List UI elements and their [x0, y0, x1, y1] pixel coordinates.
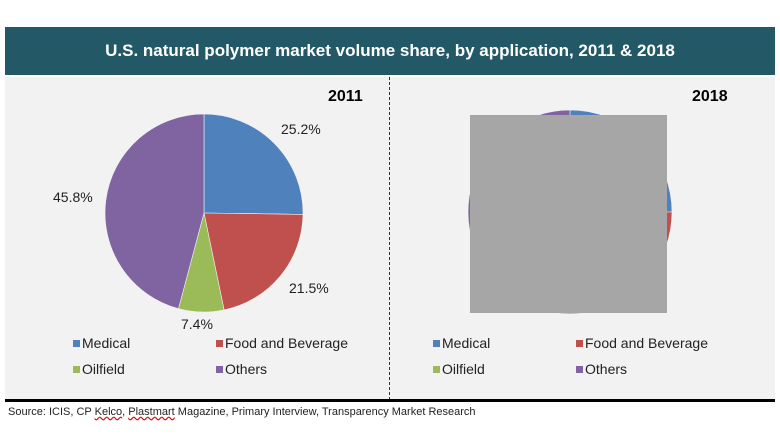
legend-swatch: [73, 339, 80, 347]
bottom-rule: [5, 399, 775, 402]
legend-label: Oilfield: [82, 361, 125, 377]
legend-item-oilfield-2018: Oilfield: [433, 361, 485, 377]
legend-item-others-2011: Others: [216, 361, 267, 377]
pie-slice-food-and-beverage-2011: [203, 212, 304, 311]
legend-label: Food and Beverage: [225, 335, 348, 351]
legend-item-food-and-beverage-2018: Food and Beverage: [576, 335, 708, 351]
legend-swatch: [576, 365, 583, 373]
legend-label: Medical: [82, 335, 131, 351]
legend-swatch: [433, 365, 440, 373]
pie-title-2011: 2011: [328, 88, 363, 105]
legend-label: Others: [225, 361, 268, 377]
legend-item-oilfield-2011: Oilfield: [73, 361, 125, 377]
pie-slice-medical-2011: [203, 113, 304, 215]
legend-item-medical-2018: Medical: [433, 335, 490, 351]
data-label-others-2011: 45.8%: [53, 189, 93, 205]
legend-item-food-and-beverage-2011: Food and Beverage: [216, 335, 348, 351]
source-sep: ,: [122, 406, 129, 418]
source-word-plastmart: Plastmart: [128, 406, 175, 418]
legend-swatch: [576, 339, 583, 347]
data-label-food-2011: 21.5%: [289, 280, 329, 296]
source-prefix: Source: ICIS, CP: [8, 406, 95, 418]
source-note: Source: ICIS, CP Kelco, Plastmart Magazi…: [8, 406, 476, 418]
data-label-medical-2011: 25.2%: [281, 121, 321, 137]
data-label-oilfield-2011: 7.4%: [181, 316, 213, 332]
legend-item-medical-2011: Medical: [73, 335, 130, 351]
legend-swatch: [433, 339, 440, 347]
legend-label: Food and Beverage: [585, 335, 708, 351]
source-word-kelco: Kelco: [94, 406, 123, 418]
legend-label: Medical: [442, 335, 491, 351]
legend-item-others-2018: Others: [576, 361, 627, 377]
legend-label: Oilfield: [442, 361, 485, 377]
source-suffix: Magazine, Primary Interview, Transparenc…: [174, 406, 476, 418]
legend-swatch: [216, 365, 223, 373]
legend-label: Others: [585, 361, 628, 377]
legend-swatch: [216, 339, 223, 347]
panel-divider: [389, 77, 390, 400]
legend-swatch: [73, 365, 80, 373]
redaction-box: [470, 115, 667, 313]
pie-slice-others-2011: [104, 113, 205, 310]
chart-title: U.S. natural polymer market volume share…: [5, 27, 775, 75]
pie-title-2018: 2018: [692, 88, 728, 105]
